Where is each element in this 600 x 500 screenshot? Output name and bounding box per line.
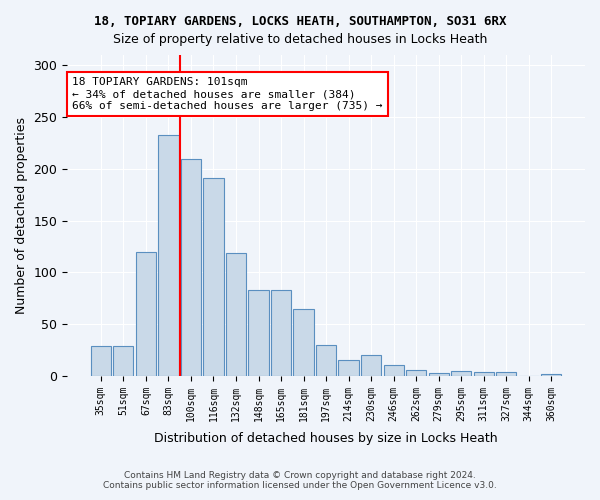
Text: 18 TOPIARY GARDENS: 101sqm
← 34% of detached houses are smaller (384)
66% of sem: 18 TOPIARY GARDENS: 101sqm ← 34% of deta… [73, 78, 383, 110]
X-axis label: Distribution of detached houses by size in Locks Heath: Distribution of detached houses by size … [154, 432, 498, 445]
Bar [361, 355, 381, 376]
Bar [271, 290, 291, 376]
Bar [473, 372, 494, 376]
Bar [293, 308, 314, 376]
Bar [496, 372, 517, 376]
Bar [158, 134, 179, 376]
Bar [316, 345, 336, 376]
Bar [248, 290, 269, 376]
Bar [428, 373, 449, 376]
Bar [113, 346, 133, 376]
Bar [181, 158, 201, 376]
Y-axis label: Number of detached properties: Number of detached properties [15, 117, 28, 314]
Bar [338, 360, 359, 376]
Bar [226, 252, 246, 376]
Bar [451, 370, 472, 376]
Text: Size of property relative to detached houses in Locks Heath: Size of property relative to detached ho… [113, 32, 487, 46]
Bar [406, 370, 427, 376]
Bar [203, 178, 224, 376]
Bar [383, 364, 404, 376]
Text: 18, TOPIARY GARDENS, LOCKS HEATH, SOUTHAMPTON, SO31 6RX: 18, TOPIARY GARDENS, LOCKS HEATH, SOUTHA… [94, 15, 506, 28]
Bar [541, 374, 562, 376]
Text: Contains HM Land Registry data © Crown copyright and database right 2024.
Contai: Contains HM Land Registry data © Crown c… [103, 470, 497, 490]
Bar [136, 252, 156, 376]
Bar [91, 346, 111, 376]
